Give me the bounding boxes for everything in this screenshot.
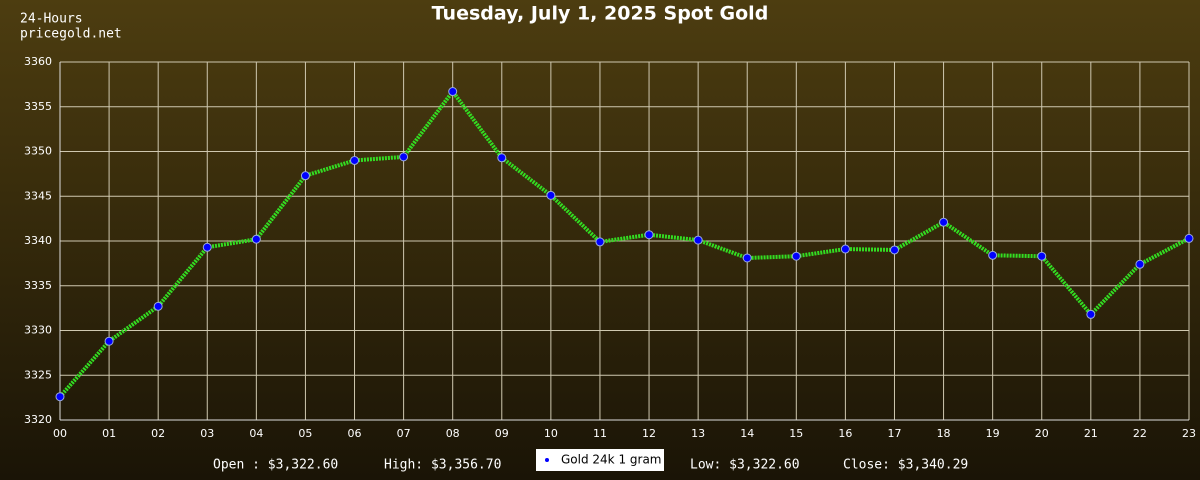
point xyxy=(448,87,458,97)
x-tick-label: 15 xyxy=(789,427,803,440)
x-tick-label: 12 xyxy=(642,427,656,440)
y-tick-label: 3345 xyxy=(24,189,52,202)
x-tick-label: 23 xyxy=(1182,427,1196,440)
legend xyxy=(536,449,664,471)
x-tick-label: 06 xyxy=(348,427,362,440)
x-tick-label: 05 xyxy=(298,427,312,440)
x-tick-label: 19 xyxy=(986,427,1000,440)
stat-label: Low: $3,322.60 xyxy=(690,458,800,473)
x-tick-label: 22 xyxy=(1133,427,1147,440)
x-tick-label: 09 xyxy=(495,427,509,440)
x-tick-label: 17 xyxy=(887,427,901,440)
legend-label: Gold 24k 1 gram xyxy=(561,453,661,467)
x-tick-label: 18 xyxy=(937,427,951,440)
x-tick-label: 07 xyxy=(397,427,411,440)
stat-label: Close: $3,340.29 xyxy=(843,458,968,473)
point xyxy=(889,245,899,255)
y-tick-label: 3330 xyxy=(24,324,52,337)
point xyxy=(300,171,310,181)
x-tick-label: 13 xyxy=(691,427,705,440)
point xyxy=(693,235,703,245)
stat-label: High: $3,356.70 xyxy=(384,458,501,473)
y-tick-label: 3325 xyxy=(24,368,52,381)
x-tick-label: 14 xyxy=(740,427,754,440)
point xyxy=(742,253,752,263)
corner-text: pricegold.net xyxy=(20,27,122,42)
x-tick-label: 01 xyxy=(102,427,116,440)
point xyxy=(104,336,114,346)
stat-label: Open : $3,322.60 xyxy=(213,458,338,473)
point xyxy=(153,301,163,311)
x-tick-label: 03 xyxy=(200,427,214,440)
point xyxy=(546,190,556,200)
point xyxy=(1086,309,1096,319)
chart-title: Tuesday, July 1, 2025 Spot Gold xyxy=(432,3,769,25)
corner-text: 24-Hours xyxy=(20,12,83,27)
x-tick-label: 11 xyxy=(593,427,607,440)
point xyxy=(1184,233,1194,243)
y-tick-label: 3355 xyxy=(24,100,52,113)
x-tick-label: 00 xyxy=(53,427,67,440)
point xyxy=(497,153,507,163)
point xyxy=(939,217,949,227)
point xyxy=(988,250,998,260)
point xyxy=(350,155,360,165)
point xyxy=(1135,259,1145,269)
point xyxy=(55,392,65,402)
point xyxy=(399,152,409,162)
x-tick-label: 16 xyxy=(838,427,852,440)
point xyxy=(1037,251,1047,261)
y-tick-label: 3320 xyxy=(24,413,52,426)
point xyxy=(202,242,212,252)
x-tick-label: 21 xyxy=(1084,427,1098,440)
point xyxy=(644,230,654,240)
x-tick-label: 10 xyxy=(544,427,558,440)
series-line xyxy=(58,89,1190,399)
point xyxy=(251,234,261,244)
x-tick-label: 20 xyxy=(1035,427,1049,440)
y-tick-label: 3360 xyxy=(24,55,52,68)
point xyxy=(840,244,850,254)
point xyxy=(791,251,801,261)
legend-marker xyxy=(545,458,549,462)
point xyxy=(595,237,605,247)
y-tick-label: 3335 xyxy=(24,279,52,292)
x-tick-label: 04 xyxy=(249,427,263,440)
y-tick-label: 3350 xyxy=(24,145,52,158)
y-tick-label: 3340 xyxy=(24,234,52,247)
x-tick-label: 02 xyxy=(151,427,165,440)
x-tick-label: 08 xyxy=(446,427,460,440)
